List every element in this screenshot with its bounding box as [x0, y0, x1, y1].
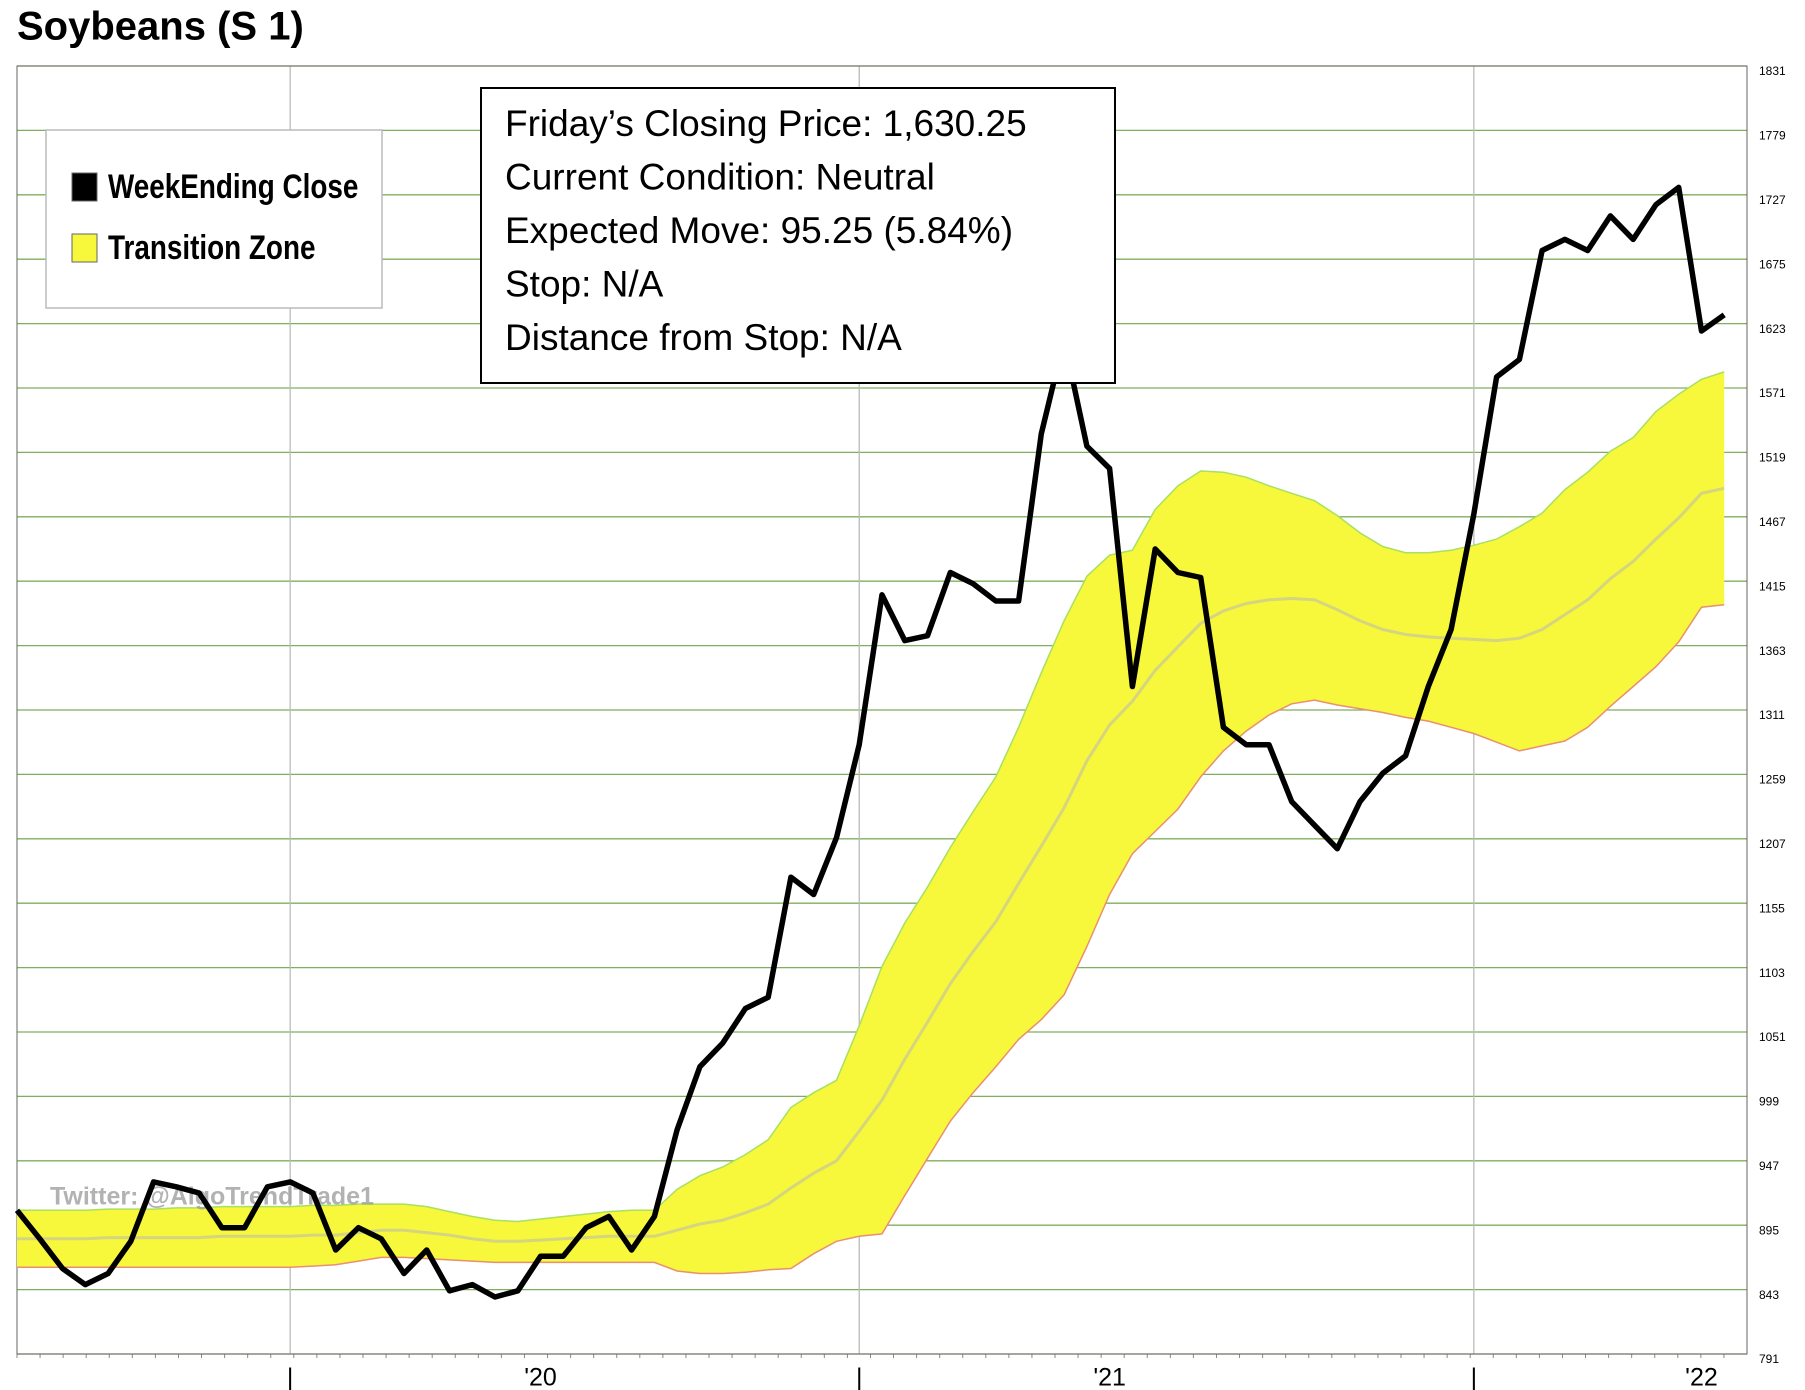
x-tick-label: |	[287, 1364, 294, 1390]
y-tick-label: 947	[1759, 1159, 1779, 1173]
y-tick-label: 1467	[1759, 515, 1786, 529]
y-tick-label: 895	[1759, 1223, 1779, 1237]
x-tick-label: |	[856, 1364, 863, 1390]
legend-swatch	[71, 172, 98, 202]
zone-midline	[17, 486, 1725, 1243]
x-tick-label: |	[1471, 1364, 1478, 1390]
legend-box	[45, 129, 383, 309]
close-line	[14, 184, 1726, 1300]
x-tick-label: '22	[1685, 1364, 1718, 1390]
zone-upper-edge	[17, 371, 1725, 1223]
x-tick-label: '21	[1093, 1364, 1126, 1390]
y-tick-label: 1519	[1759, 451, 1786, 465]
info-box	[480, 87, 1116, 384]
y-tick-label: 1155	[1759, 901, 1785, 915]
info-line: Current Condition: Neutral	[505, 156, 935, 197]
y-tick-label: 791	[1759, 1352, 1779, 1366]
y-tick-label: 1363	[1759, 644, 1786, 658]
y-tick-label: 1675	[1759, 257, 1786, 271]
transition-zone	[17, 371, 1725, 1274]
y-tick-label: 1311	[1759, 708, 1785, 722]
y-tick-label: 1571	[1759, 386, 1786, 400]
chart-title: Soybeans (S 1)	[17, 5, 304, 49]
info-line: Expected Move: 95.25 (5.84%)	[505, 210, 1013, 251]
info-line: Friday’s Closing Price: 1,630.25	[505, 103, 1027, 144]
legend-label: WeekEnding Close	[108, 167, 358, 205]
watermark: Twitter: @AlgoTrendTrade1	[50, 1183, 374, 1211]
y-tick-label: 1259	[1759, 773, 1786, 787]
zone-lower-edge	[17, 603, 1725, 1275]
plot-frame	[16, 65, 1748, 1355]
y-tick-label: 1779	[1759, 129, 1786, 143]
x-tick-label: '20	[524, 1364, 557, 1390]
y-tick-label: 1415	[1759, 579, 1786, 593]
legend-label: Transition Zone	[108, 228, 315, 266]
y-tick-label: 1727	[1759, 193, 1786, 207]
y-tick-label: 843	[1759, 1288, 1779, 1302]
y-tick-label: 1103	[1759, 966, 1785, 980]
info-line: Stop: N/A	[505, 263, 664, 304]
legend-swatch	[71, 233, 98, 263]
y-tick-label: 1623	[1759, 322, 1786, 336]
info-line: Distance from Stop: N/A	[505, 317, 902, 358]
y-tick-label: 999	[1759, 1095, 1779, 1109]
y-tick-label: 1207	[1759, 837, 1786, 851]
y-tick-label: 1051	[1759, 1030, 1786, 1044]
y-tick-label: 1831	[1759, 64, 1786, 78]
